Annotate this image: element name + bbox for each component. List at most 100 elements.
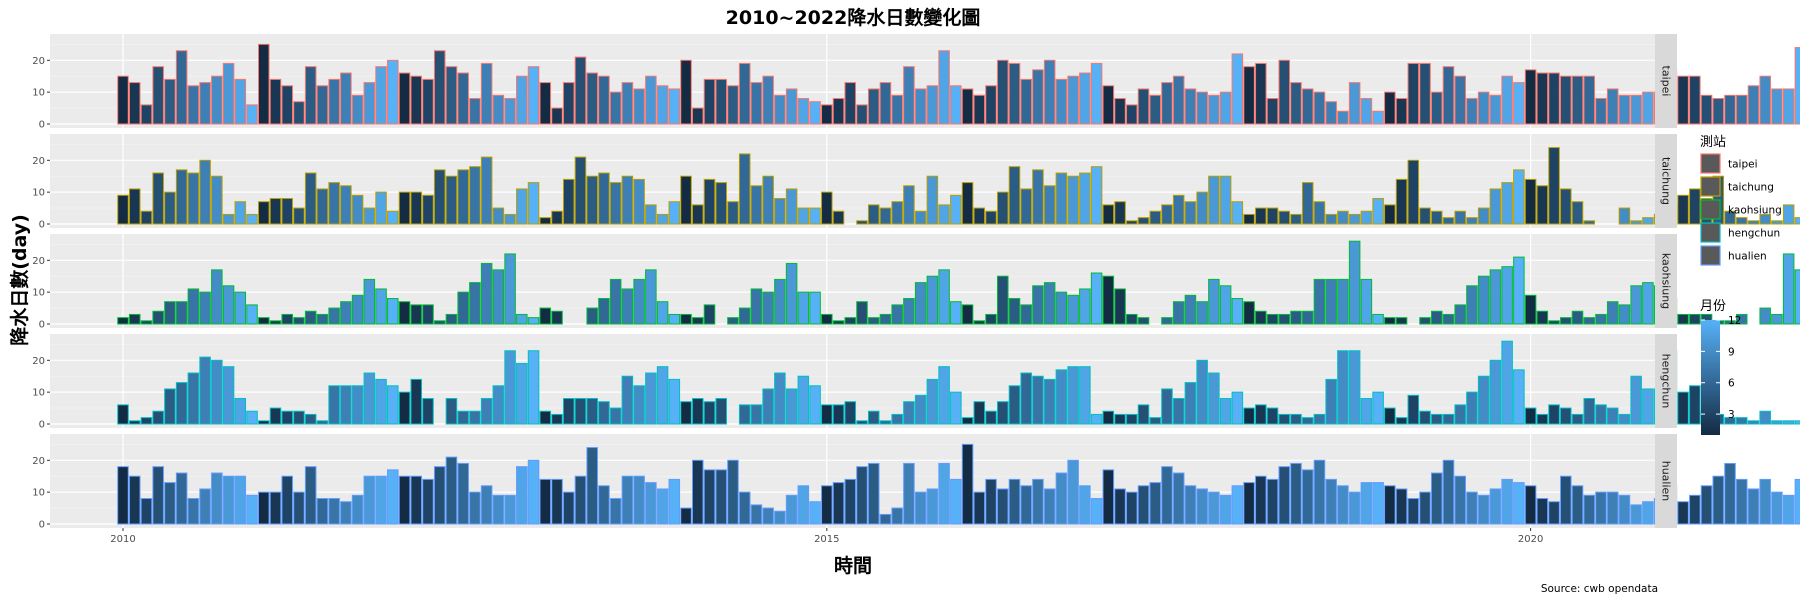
bar xyxy=(1127,221,1138,224)
bar xyxy=(646,373,657,424)
bar xyxy=(434,321,445,324)
legend-key xyxy=(1701,223,1720,242)
bar xyxy=(1514,257,1525,324)
bar xyxy=(1150,483,1161,524)
bar xyxy=(434,170,445,224)
bar xyxy=(1772,421,1783,424)
bar xyxy=(1091,499,1102,524)
bar xyxy=(1619,495,1630,524)
bar xyxy=(481,157,492,224)
bar xyxy=(763,76,774,124)
bar xyxy=(610,408,621,424)
colorbar-label: 6 xyxy=(1728,378,1735,390)
bar xyxy=(247,495,258,524)
bar xyxy=(610,279,621,324)
bar xyxy=(270,321,281,324)
bar xyxy=(751,186,762,224)
bar xyxy=(1044,60,1055,124)
bar xyxy=(1584,399,1595,424)
bar xyxy=(282,86,293,124)
bar xyxy=(1561,189,1572,224)
bar xyxy=(540,218,551,224)
bar xyxy=(892,202,903,224)
bar xyxy=(1490,189,1501,224)
bar xyxy=(693,318,704,324)
bar xyxy=(1502,267,1513,324)
bar xyxy=(1185,486,1196,524)
bar xyxy=(1232,299,1243,324)
bar xyxy=(1760,76,1771,124)
bar xyxy=(317,421,328,424)
bar xyxy=(1127,314,1138,324)
bar xyxy=(212,76,223,124)
bar xyxy=(1431,211,1442,224)
bar xyxy=(423,479,434,524)
bar xyxy=(493,208,504,224)
bar xyxy=(528,351,539,424)
bar xyxy=(118,76,129,124)
bar xyxy=(411,192,422,224)
bar xyxy=(259,318,270,324)
y-tick-label: 0 xyxy=(39,320,45,331)
bar xyxy=(962,305,973,324)
bar xyxy=(493,386,504,424)
colorbar-label: 9 xyxy=(1728,346,1735,358)
bar xyxy=(1115,99,1126,124)
bar xyxy=(141,418,152,424)
bar xyxy=(681,508,692,524)
bar xyxy=(1431,473,1442,524)
bar xyxy=(1162,318,1173,324)
bar xyxy=(1713,476,1724,524)
bar xyxy=(1537,311,1548,324)
bar xyxy=(1326,379,1337,424)
bar xyxy=(810,292,821,324)
bar xyxy=(1631,95,1642,124)
bar xyxy=(446,314,457,324)
bar xyxy=(1209,492,1220,524)
bar xyxy=(458,170,469,224)
bar xyxy=(517,363,528,424)
bar xyxy=(1631,376,1642,424)
bar xyxy=(1279,60,1290,124)
bar xyxy=(1349,83,1360,124)
y-tick-label: 0 xyxy=(39,520,45,531)
bar xyxy=(411,476,422,524)
y-tick-label: 10 xyxy=(32,188,45,199)
bar xyxy=(1783,205,1794,224)
bar xyxy=(1678,314,1689,324)
bar xyxy=(1021,373,1032,424)
bar xyxy=(470,492,481,524)
bar xyxy=(1220,286,1231,324)
bar xyxy=(1338,111,1349,124)
bar xyxy=(575,399,586,424)
bar xyxy=(1173,473,1184,524)
bar xyxy=(634,89,645,124)
bar xyxy=(622,176,633,224)
bar xyxy=(1256,476,1267,524)
bar xyxy=(1138,486,1149,524)
bar xyxy=(1490,489,1501,524)
bar xyxy=(505,254,516,324)
bar xyxy=(1291,214,1302,224)
bar xyxy=(1314,279,1325,324)
bar xyxy=(1385,408,1396,424)
bar xyxy=(1127,492,1138,524)
bar xyxy=(693,205,704,224)
bar xyxy=(1549,502,1560,524)
bar xyxy=(259,492,270,524)
bar xyxy=(1044,283,1055,324)
bar xyxy=(681,176,692,224)
bar xyxy=(845,83,856,124)
bar xyxy=(681,314,692,324)
bar xyxy=(1115,489,1126,524)
bar xyxy=(892,414,903,424)
bar xyxy=(1314,92,1325,124)
y-tick-label: 0 xyxy=(39,420,45,431)
bar xyxy=(927,276,938,324)
bar xyxy=(493,95,504,124)
bar xyxy=(1220,176,1231,224)
bar xyxy=(1033,376,1044,424)
bar xyxy=(786,89,797,124)
bar xyxy=(505,99,516,124)
bar xyxy=(1127,105,1138,124)
